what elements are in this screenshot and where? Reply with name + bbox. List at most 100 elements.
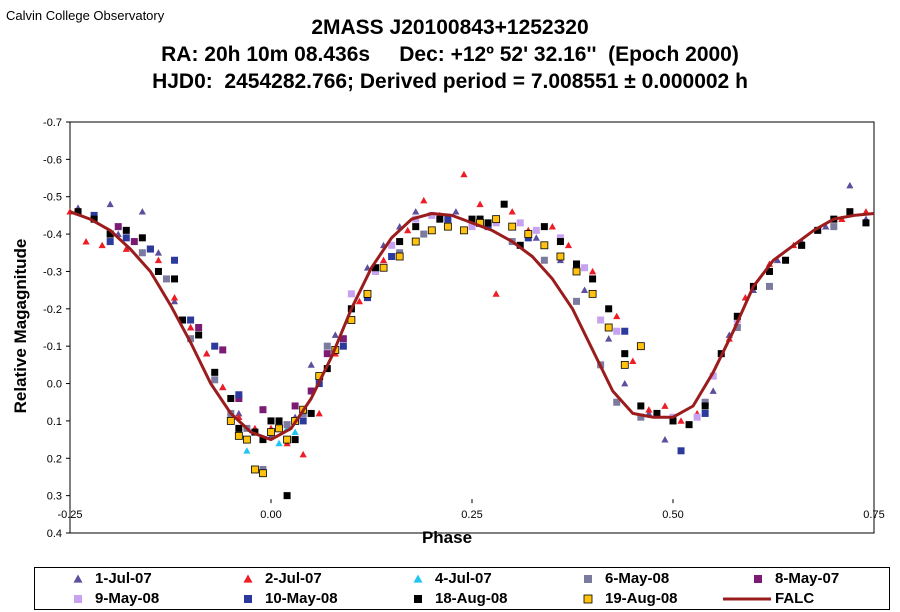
data-point-19-Aug-08 — [242, 435, 251, 444]
data-point-2-Jul-07 — [613, 312, 621, 320]
data-point-18-Aug-08 — [484, 219, 492, 227]
data-point-6-May-08 — [211, 376, 219, 384]
x-tick-label: 0.50 — [662, 509, 683, 521]
legend-label: 9-May-08 — [95, 590, 160, 607]
data-point-2-Jul-07 — [629, 357, 637, 365]
data-point-19-Aug-08 — [572, 267, 581, 276]
data-point-18-Aug-08 — [589, 275, 597, 283]
data-point-19-Aug-08 — [283, 435, 291, 444]
data-point-18-Aug-08 — [227, 394, 235, 402]
data-point-19-Aug-08 — [460, 226, 468, 235]
chart-subtitle-period: HJD0: 2454282.766; Derived period = 7.00… — [152, 70, 748, 93]
legend-item: 1-Jul-07 — [69, 569, 152, 589]
legend-marker — [583, 594, 593, 604]
data-point-18-Aug-08 — [195, 331, 203, 339]
y-tick-label: 0.1 — [47, 416, 62, 428]
data-point-1-Jul-07 — [170, 297, 179, 305]
data-point-19-Aug-08 — [604, 323, 613, 332]
data-point-2-Jul-07 — [548, 223, 556, 230]
legend-label: 4-Jul-07 — [435, 570, 492, 587]
data-point-1-Jul-07 — [822, 223, 830, 230]
data-point-2-Jul-07 — [299, 450, 307, 458]
y-tick-label: -0.2 — [43, 304, 62, 316]
data-point-10-May-08 — [235, 391, 243, 399]
data-point-10-May-08 — [621, 327, 629, 335]
data-point-10-May-08 — [484, 223, 492, 231]
data-point-6-May-08 — [701, 398, 709, 406]
data-point-1-Jul-07 — [709, 387, 717, 394]
y-tick-label: -0.6 — [43, 154, 62, 166]
data-point-8-May-07 — [195, 324, 203, 331]
data-point-19-Aug-08 — [275, 424, 283, 433]
legend-marker — [584, 575, 592, 583]
data-point-2-Jul-07 — [476, 200, 484, 208]
legend-item: 4-Jul-07 — [409, 569, 492, 589]
data-point-2-Jul-07 — [154, 256, 163, 264]
data-point-9-May-08 — [428, 211, 436, 219]
data-point-1-Jul-07 — [661, 435, 669, 443]
data-point-1-Jul-07 — [773, 256, 782, 264]
x-tick-label: 0.00 — [260, 509, 281, 521]
legend-label: 1-Jul-07 — [95, 570, 152, 587]
data-point-18-Aug-08 — [605, 305, 613, 313]
legend-label: 8-May-07 — [775, 570, 840, 587]
data-point-6-May-08 — [573, 297, 581, 305]
data-point-6-May-08 — [162, 275, 170, 283]
y-tick-label: -0.5 — [43, 192, 62, 204]
data-point-18-Aug-08 — [372, 264, 380, 272]
y-axis-title: Relative Magagnitude — [11, 239, 30, 414]
data-point-9-May-08 — [709, 372, 717, 380]
fit-curve-FALC — [69, 210, 875, 442]
data-point-10-May-08 — [187, 316, 195, 324]
data-point-18-Aug-08 — [154, 267, 162, 275]
data-point-18-Aug-08 — [291, 436, 299, 444]
data-point-9-May-08 — [516, 219, 524, 227]
data-point-6-May-08 — [733, 324, 741, 331]
data-point-9-May-08 — [532, 226, 540, 234]
data-point-1-Jul-07 — [605, 335, 613, 342]
x-axis-title: Phase — [422, 528, 472, 547]
data-point-2-Jul-07 — [170, 294, 179, 301]
data-point-19-Aug-08 — [234, 431, 243, 440]
data-point-18-Aug-08 — [412, 223, 420, 231]
data-point-10-May-08 — [106, 238, 114, 246]
data-point-19-Aug-08 — [259, 469, 267, 478]
legend-item: 10-May-08 — [239, 589, 338, 609]
data-point-18-Aug-08 — [846, 208, 854, 216]
data-point-9-May-08 — [597, 316, 605, 324]
data-point-18-Aug-08 — [782, 256, 790, 264]
data-point-6-May-08 — [283, 421, 291, 429]
data-point-18-Aug-08 — [307, 409, 315, 417]
y-tick-label: 0.2 — [47, 453, 62, 465]
data-point-2-Jul-07 — [315, 409, 323, 417]
y-tick-label: 0.3 — [47, 491, 62, 503]
data-point-2-Jul-07 — [564, 241, 573, 249]
data-point-8-May-07 — [339, 335, 347, 343]
x-tick-label: -0.25 — [57, 509, 82, 521]
data-point-2-Jul-07 — [98, 241, 106, 249]
data-point-6-May-08 — [187, 335, 195, 343]
legend-label: FALC — [775, 590, 815, 607]
data-point-1-Jul-07 — [307, 361, 315, 368]
data-point-18-Aug-08 — [573, 260, 581, 268]
data-point-8-May-07 — [291, 402, 299, 410]
data-point-18-Aug-08 — [540, 223, 548, 231]
data-point-6-May-08 — [637, 413, 645, 421]
data-point-18-Aug-08 — [862, 219, 870, 227]
data-point-19-Aug-08 — [636, 342, 645, 351]
data-point-18-Aug-08 — [74, 208, 82, 216]
legend-item: 9-May-08 — [69, 589, 159, 609]
legend-label: 18-Aug-08 — [435, 590, 508, 607]
legend-marker — [413, 574, 423, 583]
data-point-10-May-08 — [677, 447, 685, 455]
data-point-2-Jul-07 — [203, 350, 211, 357]
data-point-8-May-07 — [323, 350, 331, 358]
data-point-1-Jul-07 — [532, 234, 540, 241]
data-point-18-Aug-08 — [814, 226, 822, 234]
legend-label: 2-Jul-07 — [265, 570, 322, 587]
legend-label: 6-May-08 — [605, 570, 670, 587]
data-point-6-May-08 — [540, 256, 548, 264]
data-point-9-May-08 — [581, 264, 589, 272]
data-point-19-Aug-08 — [267, 428, 275, 437]
